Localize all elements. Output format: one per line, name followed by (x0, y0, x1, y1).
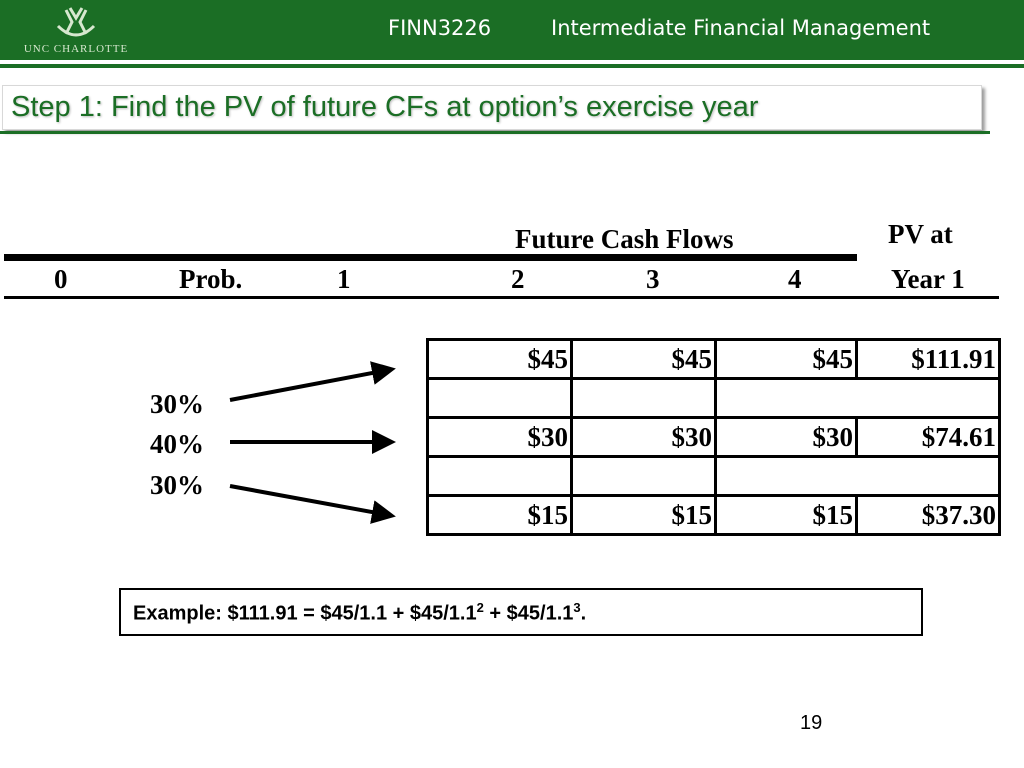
future-cash-flows-label: Future Cash Flows (515, 224, 734, 254)
table-cell (570, 455, 717, 497)
table-cell: $30 (426, 416, 573, 458)
course-code: FINN3226 (388, 16, 492, 40)
table-cell (426, 377, 573, 419)
table-cell: $45 (426, 338, 573, 380)
example-exponent-1: 2 (476, 600, 484, 615)
table-cell: $15 (426, 494, 573, 536)
probability-up: 30% (150, 389, 204, 419)
title-underline (0, 131, 990, 134)
table-row: $15 $15 $15 $37.30 (426, 494, 1001, 536)
table-row: $30 $30 $30 $74.61 (426, 416, 1001, 458)
timeline-thin-rule (4, 296, 999, 299)
timeline-heavy-rule (4, 254, 857, 261)
example-prefix: Example: $111.91 = $45/1.1 + $45/1.1 (133, 602, 477, 625)
probability-down: 30% (150, 470, 204, 500)
slide-title-box: Step 1: Find the PV of future CFs at opt… (2, 85, 982, 130)
table-cell (570, 377, 717, 419)
page-number: 19 (800, 712, 823, 734)
timeline-col-1: 1 (337, 264, 351, 294)
table-cell (426, 455, 573, 497)
table-row: $45 $45 $45 $111.91 (426, 338, 1001, 380)
table-row (426, 455, 1001, 497)
table-cell: $45 (570, 338, 717, 380)
table-cell (714, 455, 857, 497)
year-1-label: Year 1 (891, 264, 965, 294)
arrow-down-icon (229, 484, 396, 524)
timeline-col-2: 2 (511, 264, 525, 294)
logo-text: UNC CHARLOTTE (23, 43, 129, 55)
arrow-up-icon (229, 361, 396, 402)
table-cell: $37.30 (855, 494, 1001, 536)
table-cell: $15 (570, 494, 717, 536)
course-title: Intermediate Financial Management (551, 16, 931, 40)
table-cell: $111.91 (855, 338, 1001, 380)
example-middle: + $45/1.1 (483, 602, 574, 625)
cash-flow-table: $45 $45 $45 $111.91 $30 $30 $30 $74.61 $… (426, 338, 1001, 536)
timeline-col-0: 0 (54, 264, 68, 294)
table-cell: $74.61 (855, 416, 1001, 458)
slide-header: UNC CHARLOTTE FINN3226 Intermediate Fina… (0, 0, 1024, 60)
table-cell: $45 (714, 338, 858, 380)
timeline-col-4: 4 (788, 264, 802, 294)
timeline-col-3: 3 (646, 264, 660, 294)
table-cell (714, 377, 857, 419)
example-exponent-2: 3 (573, 600, 581, 615)
probability-mid: 40% (150, 429, 204, 459)
pv-at-label: PV at (888, 219, 953, 249)
table-cell (856, 377, 1001, 419)
table-cell: $15 (714, 494, 858, 536)
header-divider (0, 64, 1024, 68)
example-suffix: . (580, 602, 587, 625)
unc-charlotte-logo: UNC CHARLOTTE (10, 4, 142, 58)
example-box: Example: $111.91 = $45/1.1 + $45/1.12 + … (119, 588, 923, 636)
table-cell: $30 (570, 416, 717, 458)
table-cell (856, 455, 1001, 497)
timeline-col-prob: Prob. (179, 264, 243, 294)
table-cell: $30 (714, 416, 858, 458)
slide-title: Step 1: Find the PV of future CFs at opt… (11, 91, 759, 123)
crown-logo-icon (56, 7, 96, 37)
table-row (426, 377, 1001, 419)
example-text: Example: $111.91 = $45/1.1 + $45/1.12 + … (133, 600, 586, 626)
